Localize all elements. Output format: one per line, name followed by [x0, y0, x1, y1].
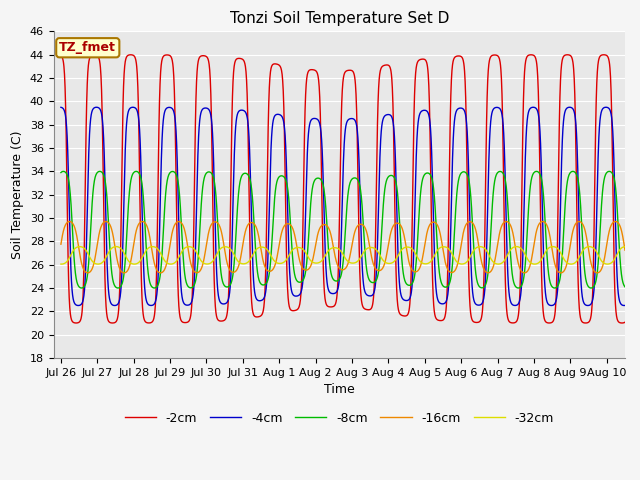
Line: -2cm: -2cm: [61, 55, 625, 323]
-4cm: [602, 104, 610, 110]
-8cm: [78, 285, 86, 291]
-32cm: [273, 260, 281, 266]
-16cm: [298, 264, 305, 269]
X-axis label: Time: Time: [324, 383, 355, 396]
-32cm: [57, 261, 65, 267]
-2cm: [549, 318, 557, 324]
-32cm: [550, 244, 557, 250]
-4cm: [155, 258, 163, 264]
Line: -16cm: -16cm: [61, 222, 625, 273]
-4cm: [57, 105, 65, 110]
-8cm: [274, 177, 282, 182]
-8cm: [122, 252, 129, 258]
Line: -32cm: -32cm: [61, 247, 625, 264]
-16cm: [611, 219, 618, 225]
-16cm: [122, 270, 129, 276]
-8cm: [550, 285, 557, 291]
-4cm: [298, 287, 305, 293]
-8cm: [611, 176, 618, 182]
-16cm: [155, 269, 163, 275]
-16cm: [549, 253, 557, 259]
-32cm: [76, 244, 84, 250]
-8cm: [57, 169, 65, 175]
-2cm: [57, 53, 65, 59]
-16cm: [57, 241, 65, 247]
-2cm: [600, 52, 607, 58]
-8cm: [156, 278, 163, 284]
Line: -4cm: -4cm: [61, 107, 625, 305]
-2cm: [298, 276, 305, 282]
-2cm: [273, 61, 281, 67]
-4cm: [611, 171, 618, 177]
-16cm: [621, 247, 629, 253]
-32cm: [298, 246, 306, 252]
-4cm: [621, 302, 629, 308]
-32cm: [611, 257, 618, 263]
-2cm: [155, 136, 163, 142]
-8cm: [621, 284, 629, 290]
-4cm: [549, 302, 557, 308]
Legend: -2cm, -4cm, -8cm, -16cm, -32cm: -2cm, -4cm, -8cm, -16cm, -32cm: [120, 407, 559, 430]
-2cm: [122, 59, 129, 64]
-32cm: [621, 244, 629, 250]
-16cm: [612, 219, 620, 225]
-16cm: [273, 253, 281, 259]
-2cm: [611, 261, 618, 266]
Text: TZ_fmet: TZ_fmet: [60, 41, 116, 54]
-8cm: [298, 278, 306, 284]
Title: Tonzi Soil Temperature Set D: Tonzi Soil Temperature Set D: [230, 11, 449, 26]
-4cm: [584, 302, 591, 308]
-16cm: [557, 270, 564, 276]
-2cm: [618, 320, 626, 326]
Line: -8cm: -8cm: [61, 171, 625, 288]
Y-axis label: Soil Temperature (C): Soil Temperature (C): [11, 131, 24, 259]
-4cm: [122, 147, 129, 153]
-32cm: [122, 253, 129, 259]
-2cm: [621, 319, 629, 325]
-8cm: [60, 168, 67, 174]
-4cm: [273, 111, 281, 117]
-32cm: [155, 248, 163, 253]
-32cm: [567, 261, 575, 267]
